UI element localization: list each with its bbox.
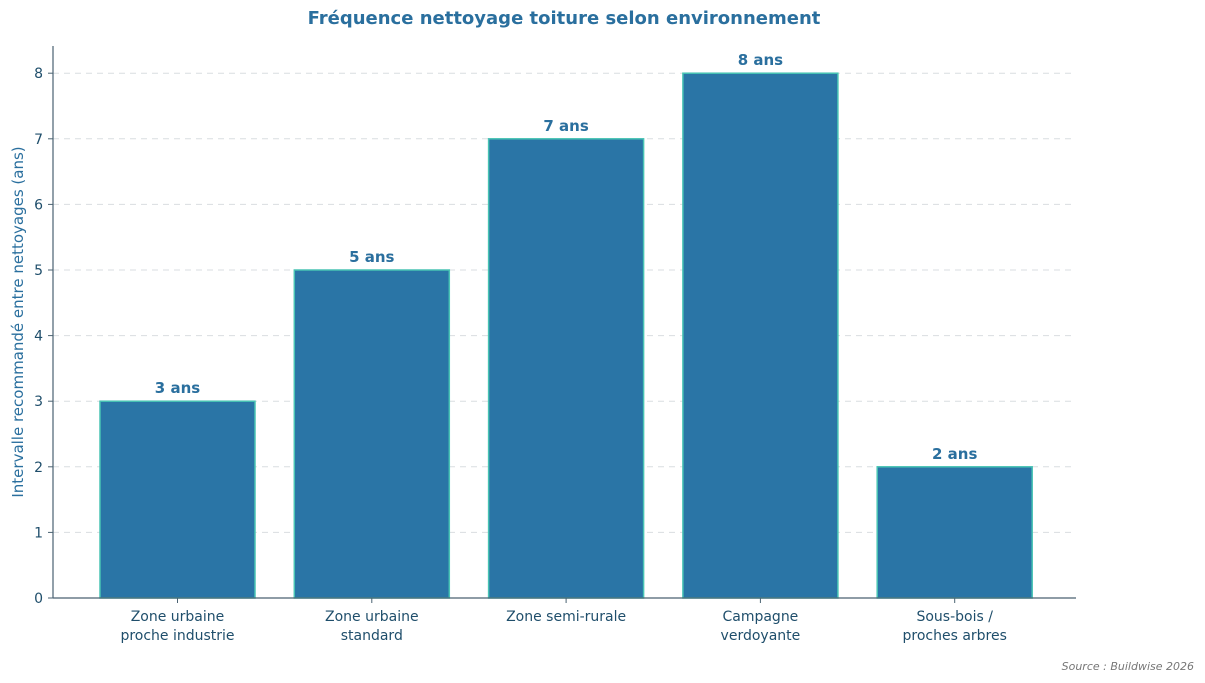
y-axis-label: Intervalle recommandé entre nettoyages (… [9,146,27,497]
chart-title: Fréquence nettoyage toiture selon enviro… [308,8,821,29]
source-note: Source : Buildwise 2026 [1062,660,1194,673]
y-tick-label: 4 [34,329,43,345]
bar-value-label: 2 ans [932,445,977,463]
x-tick-label: Zone urbaine standard [325,609,419,644]
bar-value-label: 3 ans [155,379,200,397]
x-tick-label: Campagne verdoyante [721,609,801,644]
bar [99,400,256,599]
x-tick-label: Zone urbaine proche industrie [120,609,234,644]
y-tick-label: 5 [34,263,43,279]
bar [876,466,1033,599]
x-tick-label: Zone semi-rurale [506,609,626,625]
y-ticks: 0 1 2 3 4 5 6 7 8 [34,66,53,607]
bar-value-label: 8 ans [738,51,783,69]
axes [52,46,1076,599]
y-tick-label: 6 [34,197,43,213]
y-tick-label: 1 [34,525,43,541]
y-tick-label: 3 [34,394,43,410]
bar [293,269,451,599]
x-tick-label: Sous-bois / proches arbres [902,609,1006,644]
y-tick-label: 7 [34,132,43,148]
bars [99,72,1033,599]
data-labels: 3 ans 5 ans 7 ans 8 ans 2 ans [155,51,978,463]
bar-value-label: 7 ans [543,117,588,135]
bar [682,72,839,599]
bar-value-label: 5 ans [349,248,394,266]
y-tick-label: 2 [34,460,43,476]
y-tick-label: 0 [34,591,43,607]
y-tick-label: 8 [34,66,43,82]
bar [487,138,645,599]
x-ticks: Zone urbaine proche industrie Zone urbaine… [120,598,1007,644]
